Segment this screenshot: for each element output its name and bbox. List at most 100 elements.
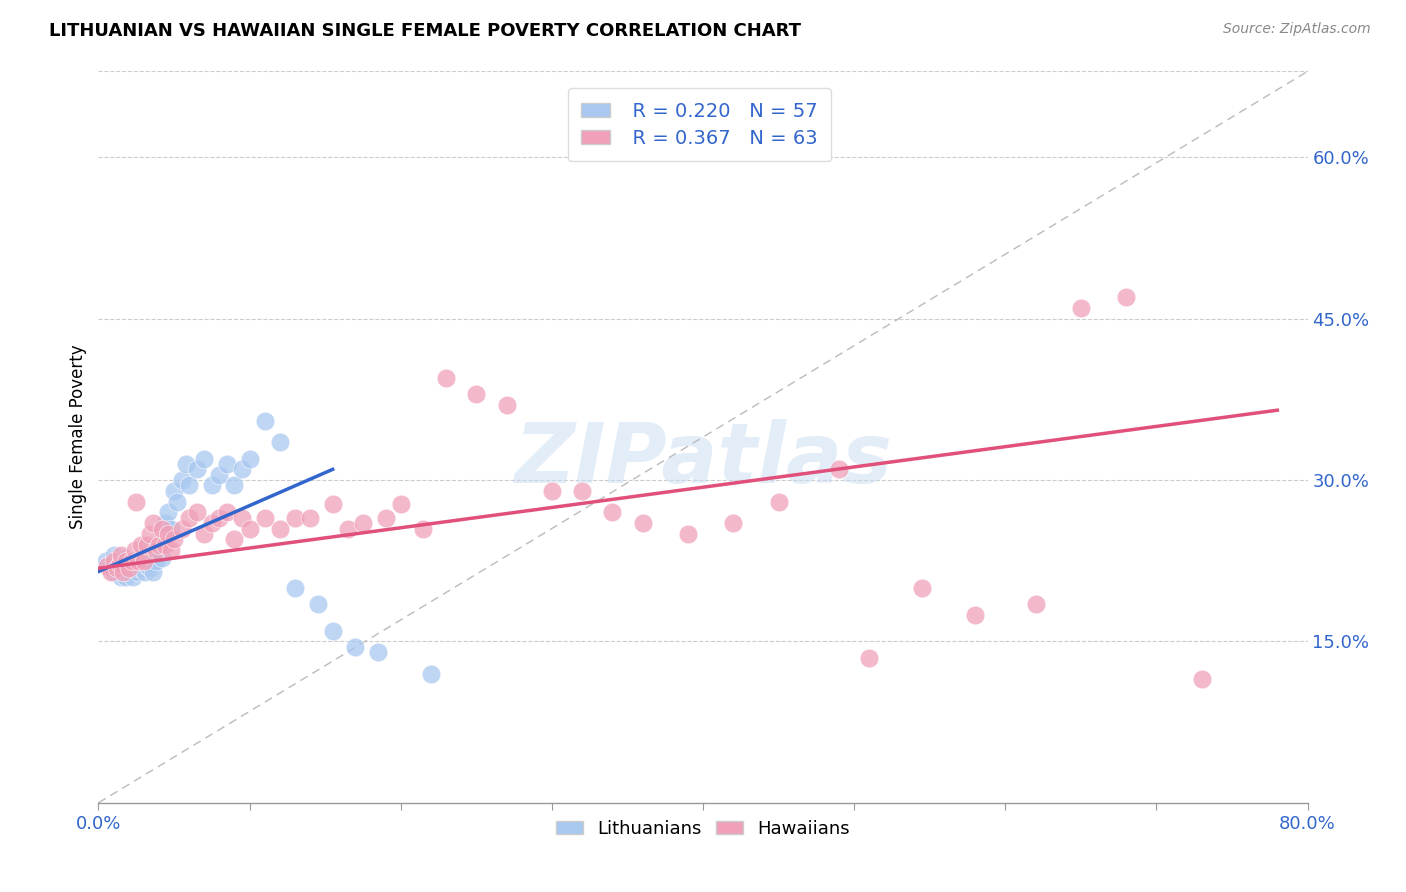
Point xyxy=(1191,672,1213,686)
Point xyxy=(125,557,148,571)
Point xyxy=(118,559,141,574)
Point xyxy=(120,565,142,579)
Y-axis label: Single Female Poverty: Single Female Poverty xyxy=(69,345,87,529)
Point xyxy=(121,559,143,574)
Point xyxy=(412,521,434,535)
Point xyxy=(160,543,183,558)
Point xyxy=(284,510,307,524)
Point xyxy=(156,527,179,541)
Point xyxy=(125,494,148,508)
Point xyxy=(112,550,135,565)
Point xyxy=(389,497,412,511)
Point xyxy=(676,527,699,541)
Point xyxy=(132,554,155,568)
Point xyxy=(114,570,136,584)
Point xyxy=(352,516,374,530)
Point xyxy=(122,570,145,584)
Point xyxy=(139,561,162,575)
Point xyxy=(150,550,173,565)
Point xyxy=(94,554,117,568)
Point xyxy=(602,505,624,519)
Point xyxy=(121,554,143,568)
Point xyxy=(723,516,745,530)
Point xyxy=(134,565,156,579)
Point xyxy=(336,521,359,535)
Point xyxy=(231,462,253,476)
Point xyxy=(118,561,141,575)
Point xyxy=(100,559,122,574)
Point xyxy=(103,565,125,579)
Point xyxy=(107,565,129,579)
Point xyxy=(127,565,149,579)
Point xyxy=(163,483,186,498)
Point xyxy=(911,581,934,595)
Point xyxy=(96,559,118,574)
Point xyxy=(111,557,134,571)
Point xyxy=(193,527,215,541)
Point xyxy=(142,565,165,579)
Point xyxy=(253,510,276,524)
Point xyxy=(124,561,146,575)
Point xyxy=(186,462,208,476)
Point xyxy=(208,467,231,482)
Point xyxy=(434,371,457,385)
Point xyxy=(148,543,170,558)
Point xyxy=(1115,290,1137,304)
Point xyxy=(110,549,132,563)
Point xyxy=(148,538,170,552)
Point xyxy=(118,554,141,568)
Point xyxy=(114,554,136,568)
Point xyxy=(253,414,276,428)
Point xyxy=(344,640,367,654)
Point xyxy=(170,473,193,487)
Point xyxy=(110,561,132,575)
Point xyxy=(103,549,125,563)
Point xyxy=(828,462,851,476)
Legend: Lithuanians, Hawaiians: Lithuanians, Hawaiians xyxy=(548,813,858,845)
Point xyxy=(322,497,344,511)
Point xyxy=(103,554,125,568)
Point xyxy=(124,543,146,558)
Point xyxy=(127,554,149,568)
Point xyxy=(193,451,215,466)
Point xyxy=(100,565,122,579)
Point xyxy=(179,478,201,492)
Point xyxy=(465,387,488,401)
Point xyxy=(139,527,162,541)
Point xyxy=(215,505,238,519)
Point xyxy=(374,510,396,524)
Point xyxy=(115,565,138,579)
Point xyxy=(239,521,262,535)
Point xyxy=(239,451,262,466)
Point xyxy=(174,457,197,471)
Point xyxy=(224,533,246,547)
Point xyxy=(105,559,128,574)
Point xyxy=(156,505,179,519)
Point xyxy=(231,510,253,524)
Point xyxy=(111,565,134,579)
Point xyxy=(965,607,987,622)
Point xyxy=(201,516,224,530)
Point xyxy=(540,483,562,498)
Point xyxy=(179,510,201,524)
Point xyxy=(128,559,150,574)
Point xyxy=(135,559,157,574)
Point xyxy=(186,505,208,519)
Point xyxy=(110,554,132,568)
Point xyxy=(141,557,163,571)
Point xyxy=(208,510,231,524)
Point xyxy=(571,483,593,498)
Point xyxy=(110,570,132,584)
Point xyxy=(108,557,131,571)
Point xyxy=(420,666,443,681)
Point xyxy=(1070,301,1092,315)
Point xyxy=(367,645,389,659)
Point xyxy=(631,516,654,530)
Point xyxy=(129,561,152,575)
Point xyxy=(142,516,165,530)
Point xyxy=(153,516,176,530)
Point xyxy=(160,521,183,535)
Point xyxy=(153,538,176,552)
Point xyxy=(307,597,329,611)
Point xyxy=(150,521,173,535)
